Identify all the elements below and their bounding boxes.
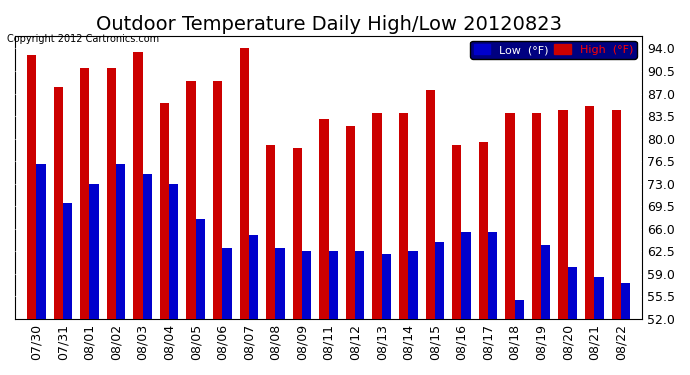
Bar	[186, 81, 196, 319]
Bar	[293, 148, 302, 319]
Bar	[266, 145, 275, 319]
Bar	[54, 87, 63, 319]
Bar	[37, 164, 46, 319]
Legend: Low  (°F), High  (°F): Low (°F), High (°F)	[471, 41, 637, 58]
Bar	[328, 251, 338, 319]
Bar	[275, 248, 285, 319]
Bar	[80, 68, 90, 319]
Bar	[435, 242, 444, 319]
Bar	[462, 232, 471, 319]
Bar	[611, 110, 621, 319]
Bar	[346, 126, 355, 319]
Bar	[63, 203, 72, 319]
Bar	[594, 277, 604, 319]
Bar	[568, 267, 577, 319]
Bar	[408, 251, 417, 319]
Bar	[541, 245, 551, 319]
Bar	[488, 232, 497, 319]
Bar	[27, 55, 37, 319]
Bar	[585, 106, 594, 319]
Bar	[532, 113, 541, 319]
Bar	[452, 145, 462, 319]
Bar	[116, 164, 126, 319]
Bar	[107, 68, 116, 319]
Bar	[143, 174, 152, 319]
Title: Outdoor Temperature Daily High/Low 20120823: Outdoor Temperature Daily High/Low 20120…	[96, 15, 562, 34]
Bar	[196, 219, 205, 319]
Bar	[621, 284, 630, 319]
Bar	[355, 251, 364, 319]
Bar	[160, 103, 169, 319]
Bar	[373, 113, 382, 319]
Bar	[90, 184, 99, 319]
Bar	[426, 90, 435, 319]
Bar	[382, 255, 391, 319]
Bar	[515, 300, 524, 319]
Bar	[169, 184, 179, 319]
Bar	[505, 113, 515, 319]
Bar	[399, 113, 408, 319]
Bar	[302, 251, 311, 319]
Bar	[213, 81, 222, 319]
Text: Copyright 2012 Cartronics.com: Copyright 2012 Cartronics.com	[7, 34, 159, 44]
Bar	[239, 48, 249, 319]
Bar	[249, 235, 258, 319]
Bar	[319, 119, 328, 319]
Bar	[558, 110, 568, 319]
Bar	[222, 248, 232, 319]
Bar	[133, 52, 143, 319]
Bar	[479, 142, 488, 319]
